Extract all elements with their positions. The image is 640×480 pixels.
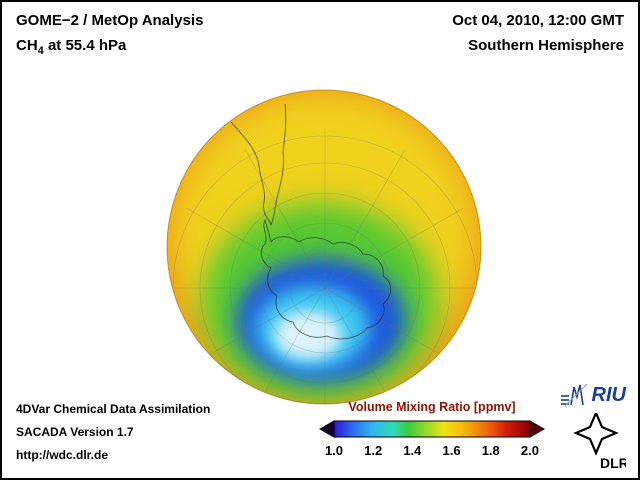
species-subscript: 4 bbox=[37, 45, 44, 57]
dlr-star-icon: DLR bbox=[573, 410, 629, 471]
field-white-core bbox=[274, 311, 342, 359]
dlr-logo: DLR bbox=[570, 410, 629, 476]
dlr-logo-text: DLR bbox=[600, 455, 626, 471]
riu-logo-text: RIU bbox=[591, 383, 626, 406]
riu-logo: RIU bbox=[560, 383, 626, 407]
footer-text: 4DVar Chemical Data Assimilation SACADA … bbox=[16, 398, 210, 467]
tick-label: 1.4 bbox=[403, 443, 422, 458]
colorbar-right-arrow bbox=[529, 420, 546, 438]
species-rest: at 55.4 hPa bbox=[43, 37, 127, 54]
tick-label: 2.0 bbox=[520, 443, 539, 458]
coast-antarctica bbox=[260, 218, 391, 340]
tick-label: 1.8 bbox=[481, 443, 500, 458]
header-right: Oct 04, 2010, 12:00 GMT Southern Hemisph… bbox=[452, 12, 624, 54]
plot-title: GOME−2 / MetOp Analysis bbox=[16, 12, 204, 29]
colorbar bbox=[318, 420, 546, 438]
plot-subtitle: CH4 at 55.4 hPa bbox=[16, 37, 203, 57]
tick-label: 1.2 bbox=[364, 443, 383, 458]
colorbar-left-arrow bbox=[318, 420, 335, 438]
coast-south-america bbox=[230, 103, 287, 227]
riu-cathedral-icon bbox=[560, 383, 587, 407]
globe-map bbox=[165, 88, 483, 406]
footer-line-version: SACADA Version 1.7 bbox=[16, 425, 134, 439]
graticule bbox=[167, 128, 481, 404]
colorbar-gradient-bar bbox=[333, 420, 531, 438]
tick-label: 1.0 bbox=[324, 443, 344, 458]
colorbar-title: Volume Mixing Ratio [ppmv] bbox=[348, 400, 516, 414]
species-prefix: CH bbox=[16, 37, 38, 54]
footer-line-assimilation: 4DVar Chemical Data Assimilation bbox=[16, 402, 211, 416]
plot-hemisphere: Southern Hemisphere bbox=[468, 37, 624, 54]
globe-svg bbox=[166, 89, 482, 405]
footer-line-url: http://wdc.dlr.de bbox=[16, 448, 108, 462]
plot-datetime: Oct 04, 2010, 12:00 GMT bbox=[452, 12, 624, 29]
header-left: GOME−2 / MetOp Analysis CH4 at 55.4 hPa bbox=[16, 12, 203, 57]
tick-label: 1.6 bbox=[442, 443, 461, 458]
colorbar-tick-labels: 1.0 1.2 1.4 1.6 1.8 2.0 bbox=[317, 443, 547, 458]
globe-rim bbox=[166, 89, 482, 405]
